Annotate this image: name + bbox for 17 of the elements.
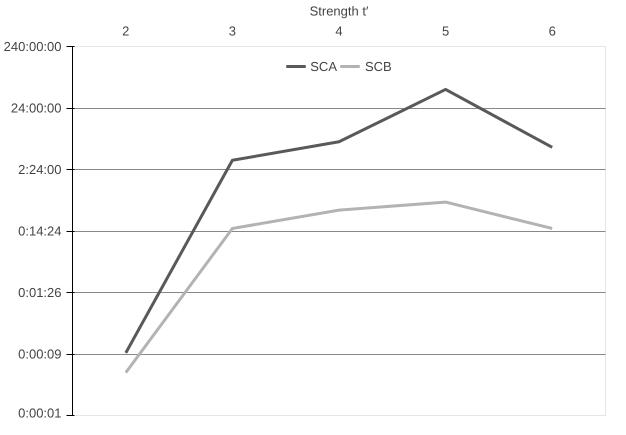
x-tick-label: 2 (122, 24, 130, 38)
x-tick-label: 3 (228, 24, 236, 38)
x-tick-label: 4 (335, 24, 343, 38)
y-tick-label: 0:14:24 (18, 224, 62, 238)
y-tick-label: 240:00:00 (4, 39, 62, 54)
y-tick-label: 0:00:01 (18, 406, 62, 420)
y-tick-label: 0:00:09 (18, 346, 62, 362)
line-series (124, 88, 554, 354)
legend-label: SCB (365, 58, 392, 74)
line-series (124, 200, 554, 374)
x-tick-label: 6 (548, 24, 556, 38)
x-tick-label: 5 (442, 24, 450, 38)
y-tick-label: 24:00:00 (10, 100, 62, 116)
x-axis-title: Strength t′ (310, 4, 369, 18)
y-tick-label: 2:24:00 (18, 162, 62, 177)
y-tick-label: 0:01:26 (18, 285, 62, 300)
legend-label: SCA (310, 58, 337, 74)
